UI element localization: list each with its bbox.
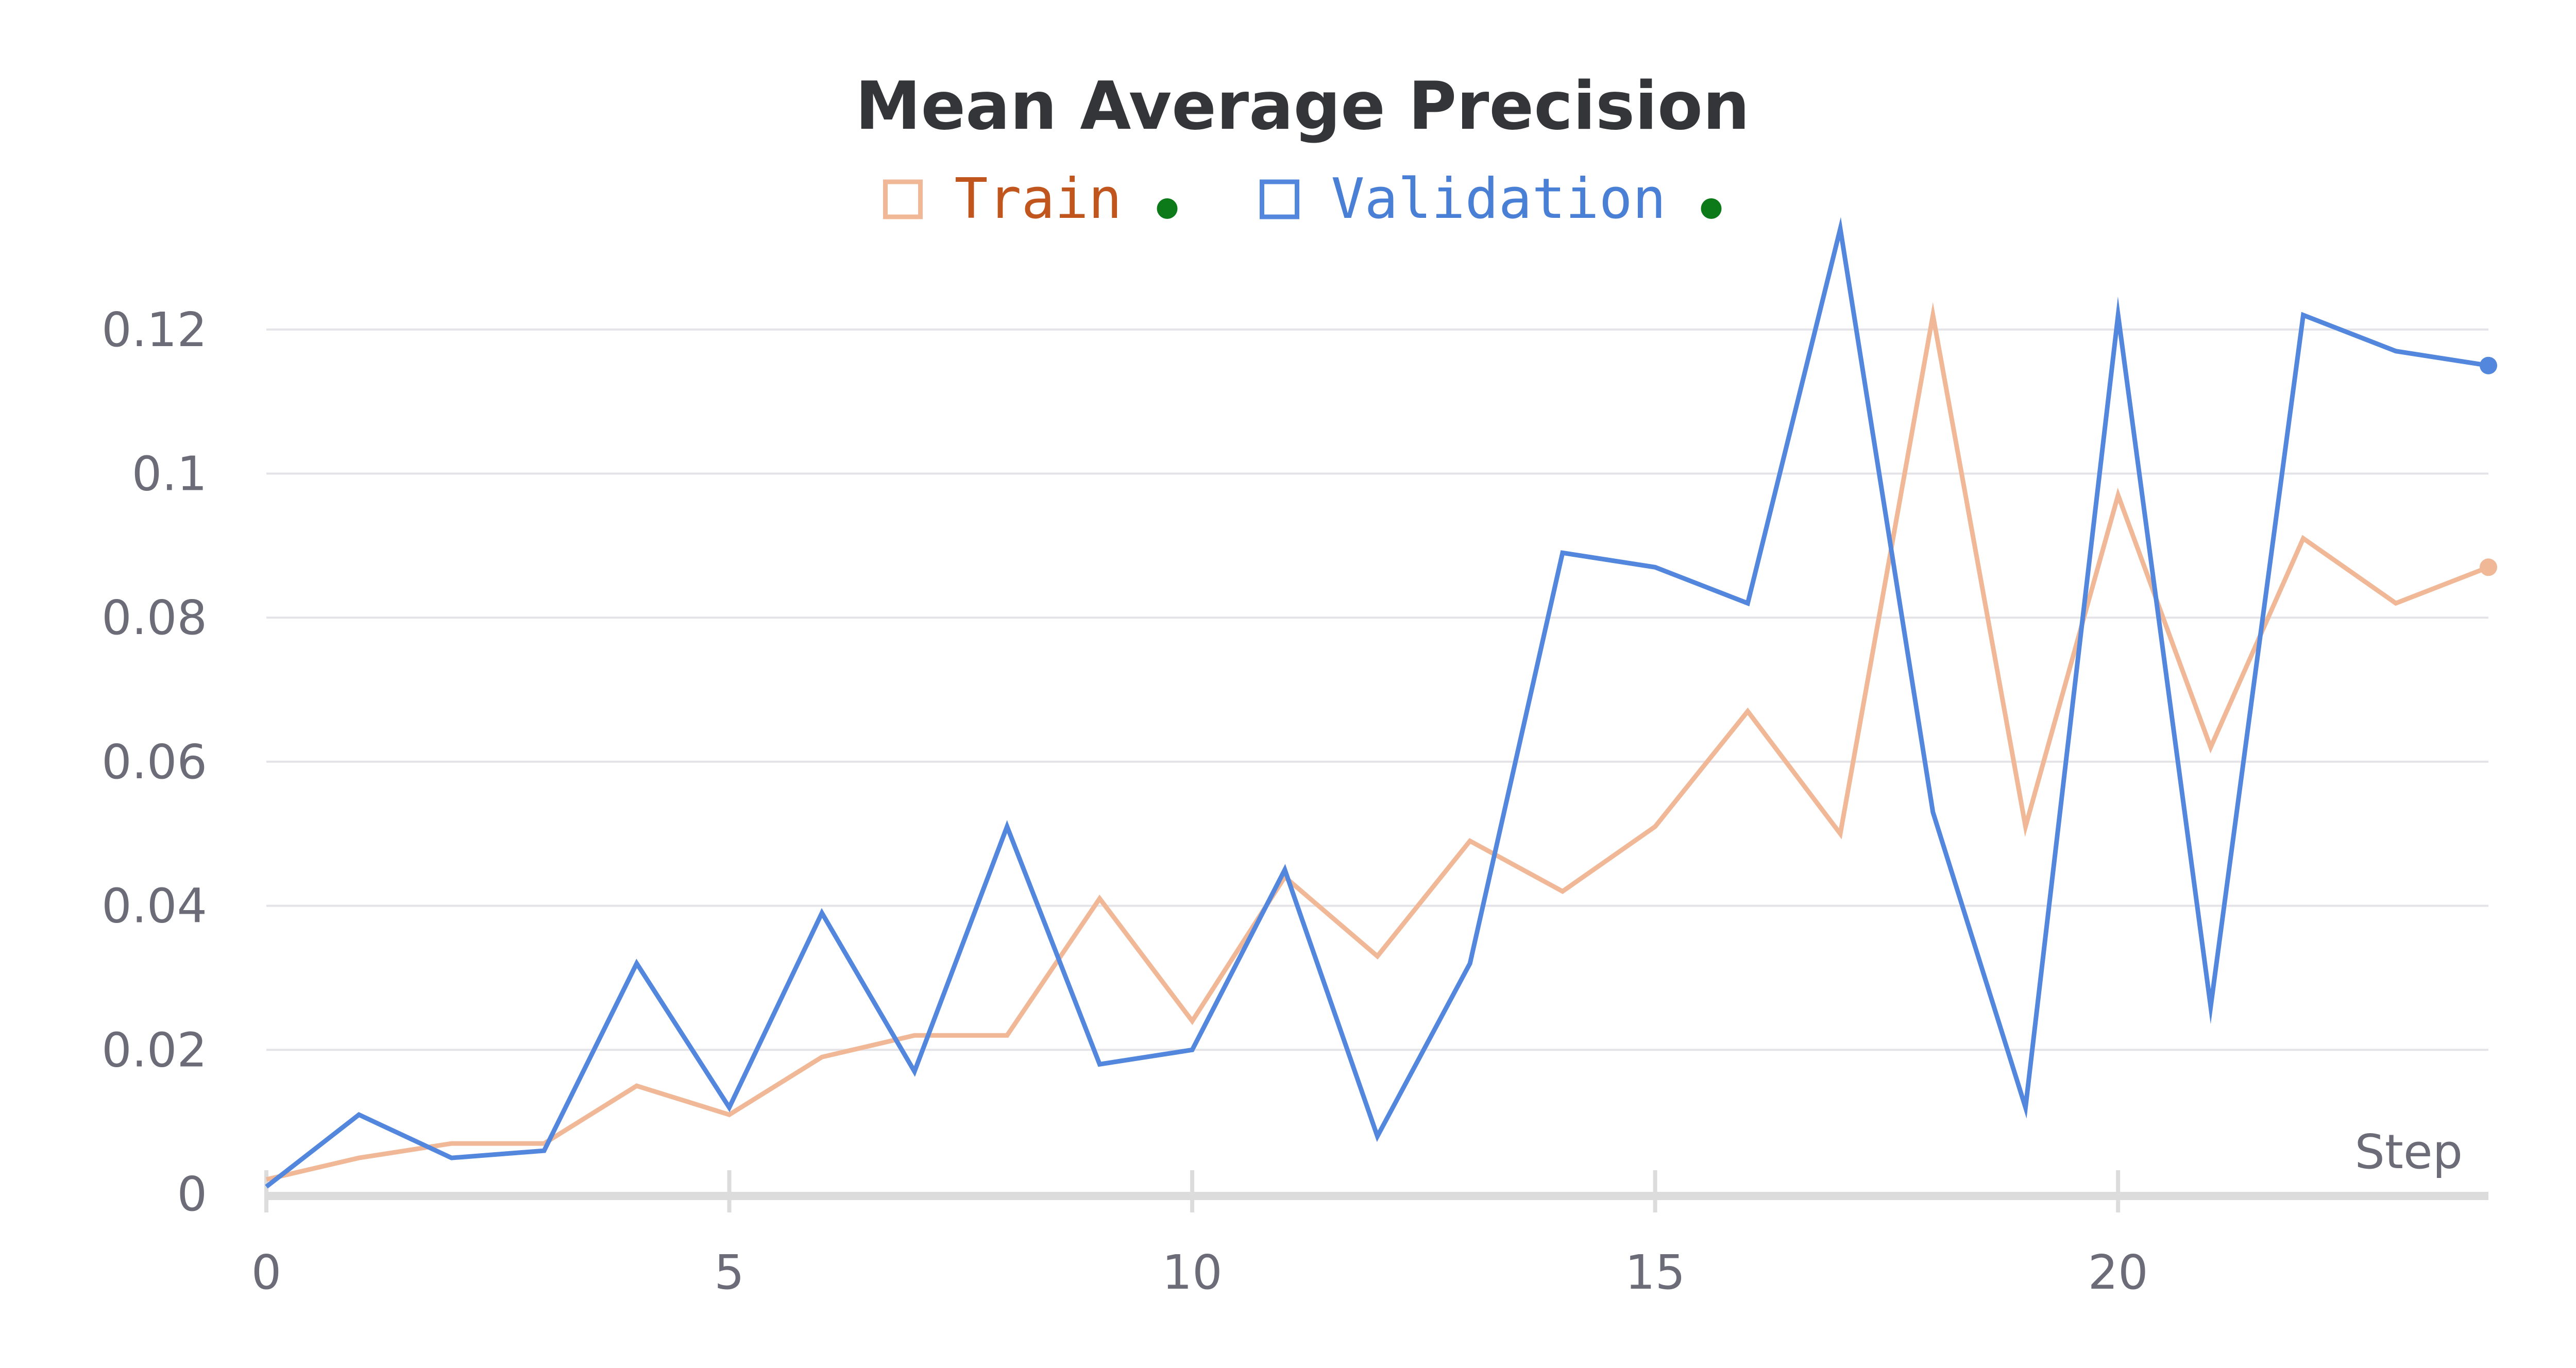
y-axis: 0 0.02 0.04 0.06 0.08 0.1 0.12 (101, 302, 207, 1222)
y-tick-label: 0.04 (101, 879, 207, 934)
legend-status-dot-train (1157, 198, 1178, 219)
y-tick-label: 0 (177, 1167, 207, 1222)
legend-label-validation: Validation (1331, 167, 1666, 231)
legend: Train Validation (883, 167, 1722, 231)
legend-swatch-train (883, 179, 923, 219)
y-tick-label: 0.02 (101, 1022, 207, 1078)
y-tick-label: 0.1 (132, 446, 207, 501)
series-line-validation (265, 217, 2489, 1189)
y-tick-label: 0.06 (101, 734, 207, 790)
legend-label-train: Train (955, 167, 1122, 231)
x-axis-label: Step (2355, 1124, 2463, 1179)
chart-title: Mean Average Precision (855, 68, 1750, 145)
x-tick-label: 5 (714, 1245, 744, 1300)
series-line-train (265, 302, 2489, 1182)
x-tick-label: 10 (1162, 1245, 1223, 1300)
y-tick-label: 0.08 (101, 590, 207, 645)
series-end-point-train (2480, 558, 2497, 576)
y-tick-label: 0.12 (101, 302, 207, 357)
legend-status-dot-validation (1701, 198, 1722, 219)
legend-swatch-validation (1260, 179, 1299, 219)
x-tick-label: 15 (1625, 1245, 1685, 1300)
x-axis: 0 5 10 15 20 (251, 1170, 2488, 1300)
x-tick-label: 0 (251, 1245, 282, 1300)
grid (266, 328, 2488, 1051)
series-end-point-validation (2480, 356, 2497, 374)
series (265, 217, 2497, 1189)
x-tick-label: 20 (2088, 1245, 2148, 1300)
